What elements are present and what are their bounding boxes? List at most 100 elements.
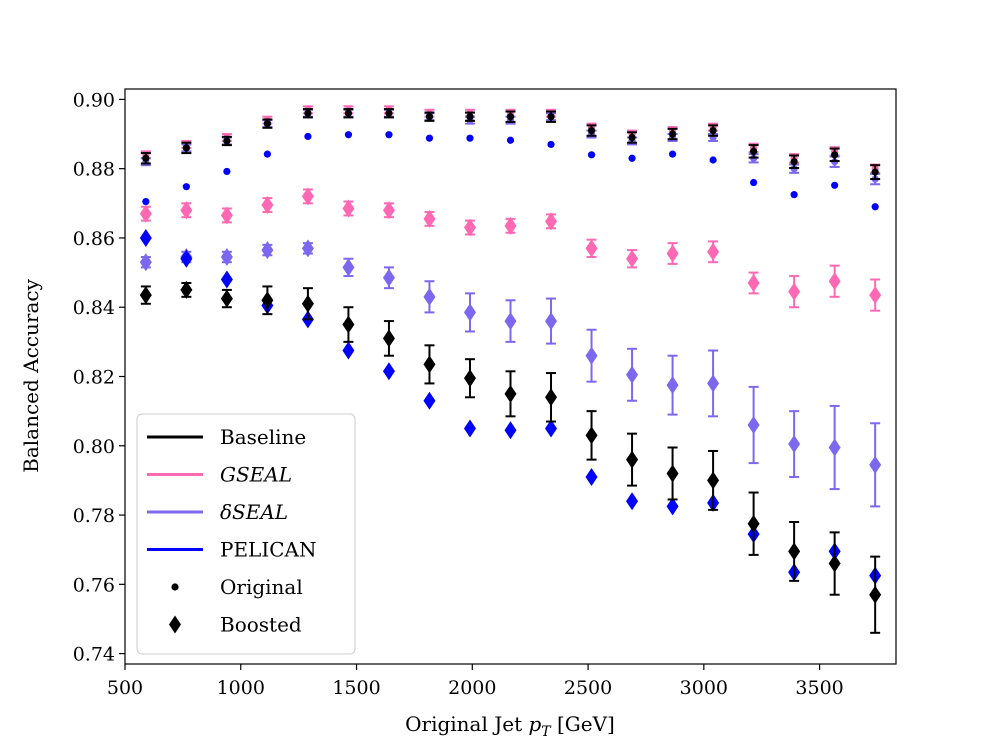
original-point [142,197,150,206]
y-tick-label: 0.74 [73,644,115,666]
boosted-point [423,287,436,306]
original-point [466,113,474,121]
axes: 500 1000 1500 2000 2500 3000 3500 0.74 0.76 0.78 0… [73,89,844,699]
original-point [304,132,312,141]
boosted-point [666,497,679,516]
boosted-point [545,419,558,438]
boosted-point [180,280,193,299]
boosted-point [423,355,436,374]
boosted-point [788,542,801,561]
boosted-point [504,312,517,331]
boosted-point [747,415,760,434]
original-point [385,131,393,139]
boosted-point [707,242,720,261]
boosted-point [707,374,720,393]
original-point [142,154,150,162]
boosted-point [382,329,395,348]
original-point [506,113,515,121]
legend-swatch-diamond [169,615,181,634]
legend: Baseline GSEAL δSEAL PELICAN Original Boosted [136,413,356,655]
y-tick-label: 0.82 [73,367,115,389]
boosted-point [139,228,152,247]
boosted-point [626,249,639,268]
original-point [344,131,353,139]
x-tick-label: 3500 [795,677,843,699]
boosted-point [869,455,882,474]
boosted-point [301,187,314,206]
x-tick-label: 500 [107,677,143,699]
boosted-point [828,554,841,573]
original-point [263,120,271,128]
boosted-point [382,201,395,220]
boosted-point [585,426,598,445]
original-point [790,191,798,199]
x-tick-label: 1000 [217,677,265,699]
original-point [547,140,555,149]
boosted-point [666,244,679,263]
boosted-point [423,391,436,410]
boosted-point [828,272,841,291]
original-point [790,158,798,166]
boosted-point [869,585,882,604]
x-tick-label: 1500 [332,677,380,699]
boosted-point [828,438,841,457]
boosted-point [139,286,152,305]
legend-label: Boosted [220,613,302,637]
boosted-point [180,249,193,268]
boosted-point [585,346,598,365]
y-tick-label: 0.76 [73,574,115,596]
original-point [709,126,717,135]
original-point [506,136,515,144]
boosted-point [666,376,679,395]
boosted-point [423,209,436,228]
plot-area [139,105,882,634]
boosted-point [220,206,233,225]
y-tick-label: 0.80 [73,436,115,458]
boosted-point [463,218,476,237]
original-point [831,181,839,189]
original-point [871,168,879,176]
original-point [263,150,271,158]
boosted-point [261,291,274,310]
original-point [628,154,636,162]
boosted-point [626,365,639,384]
original-point [425,113,434,121]
boosted-point [139,204,152,223]
original-point [304,109,312,117]
boosted-point [504,216,517,235]
boosted-point [220,247,233,266]
original-point [871,203,879,211]
boosted-point [463,303,476,322]
original-point [385,109,393,117]
y-tick-label: 0.84 [73,297,115,319]
boosted-point [666,464,679,483]
boosted-point [180,201,193,220]
boosted-point [545,312,558,331]
boosted-point [342,199,355,218]
boosted-point [747,514,760,533]
boosted-point [626,492,639,511]
original-point [831,151,839,159]
boosted-point [504,421,517,440]
boosted-point [869,286,882,305]
original-point [750,147,758,155]
legend-label: PELICAN [220,538,316,562]
boosted-point [545,388,558,407]
boosted-point [382,268,395,287]
original-point [344,109,353,117]
boosted-point [463,419,476,438]
boosted-point [585,239,598,258]
boosted-point [301,239,314,258]
boosted-point [342,258,355,277]
boosted-point [788,435,801,454]
boosted-point [545,212,558,231]
original-point [750,178,758,187]
boosted-point [788,282,801,301]
x-tick-label: 3000 [680,677,728,699]
boosted-point [139,253,152,272]
x-axis-label: Original Jet pT [GeV] [405,712,615,740]
boosted-point [707,471,720,490]
boosted-point [626,450,639,469]
original-point [223,137,231,145]
